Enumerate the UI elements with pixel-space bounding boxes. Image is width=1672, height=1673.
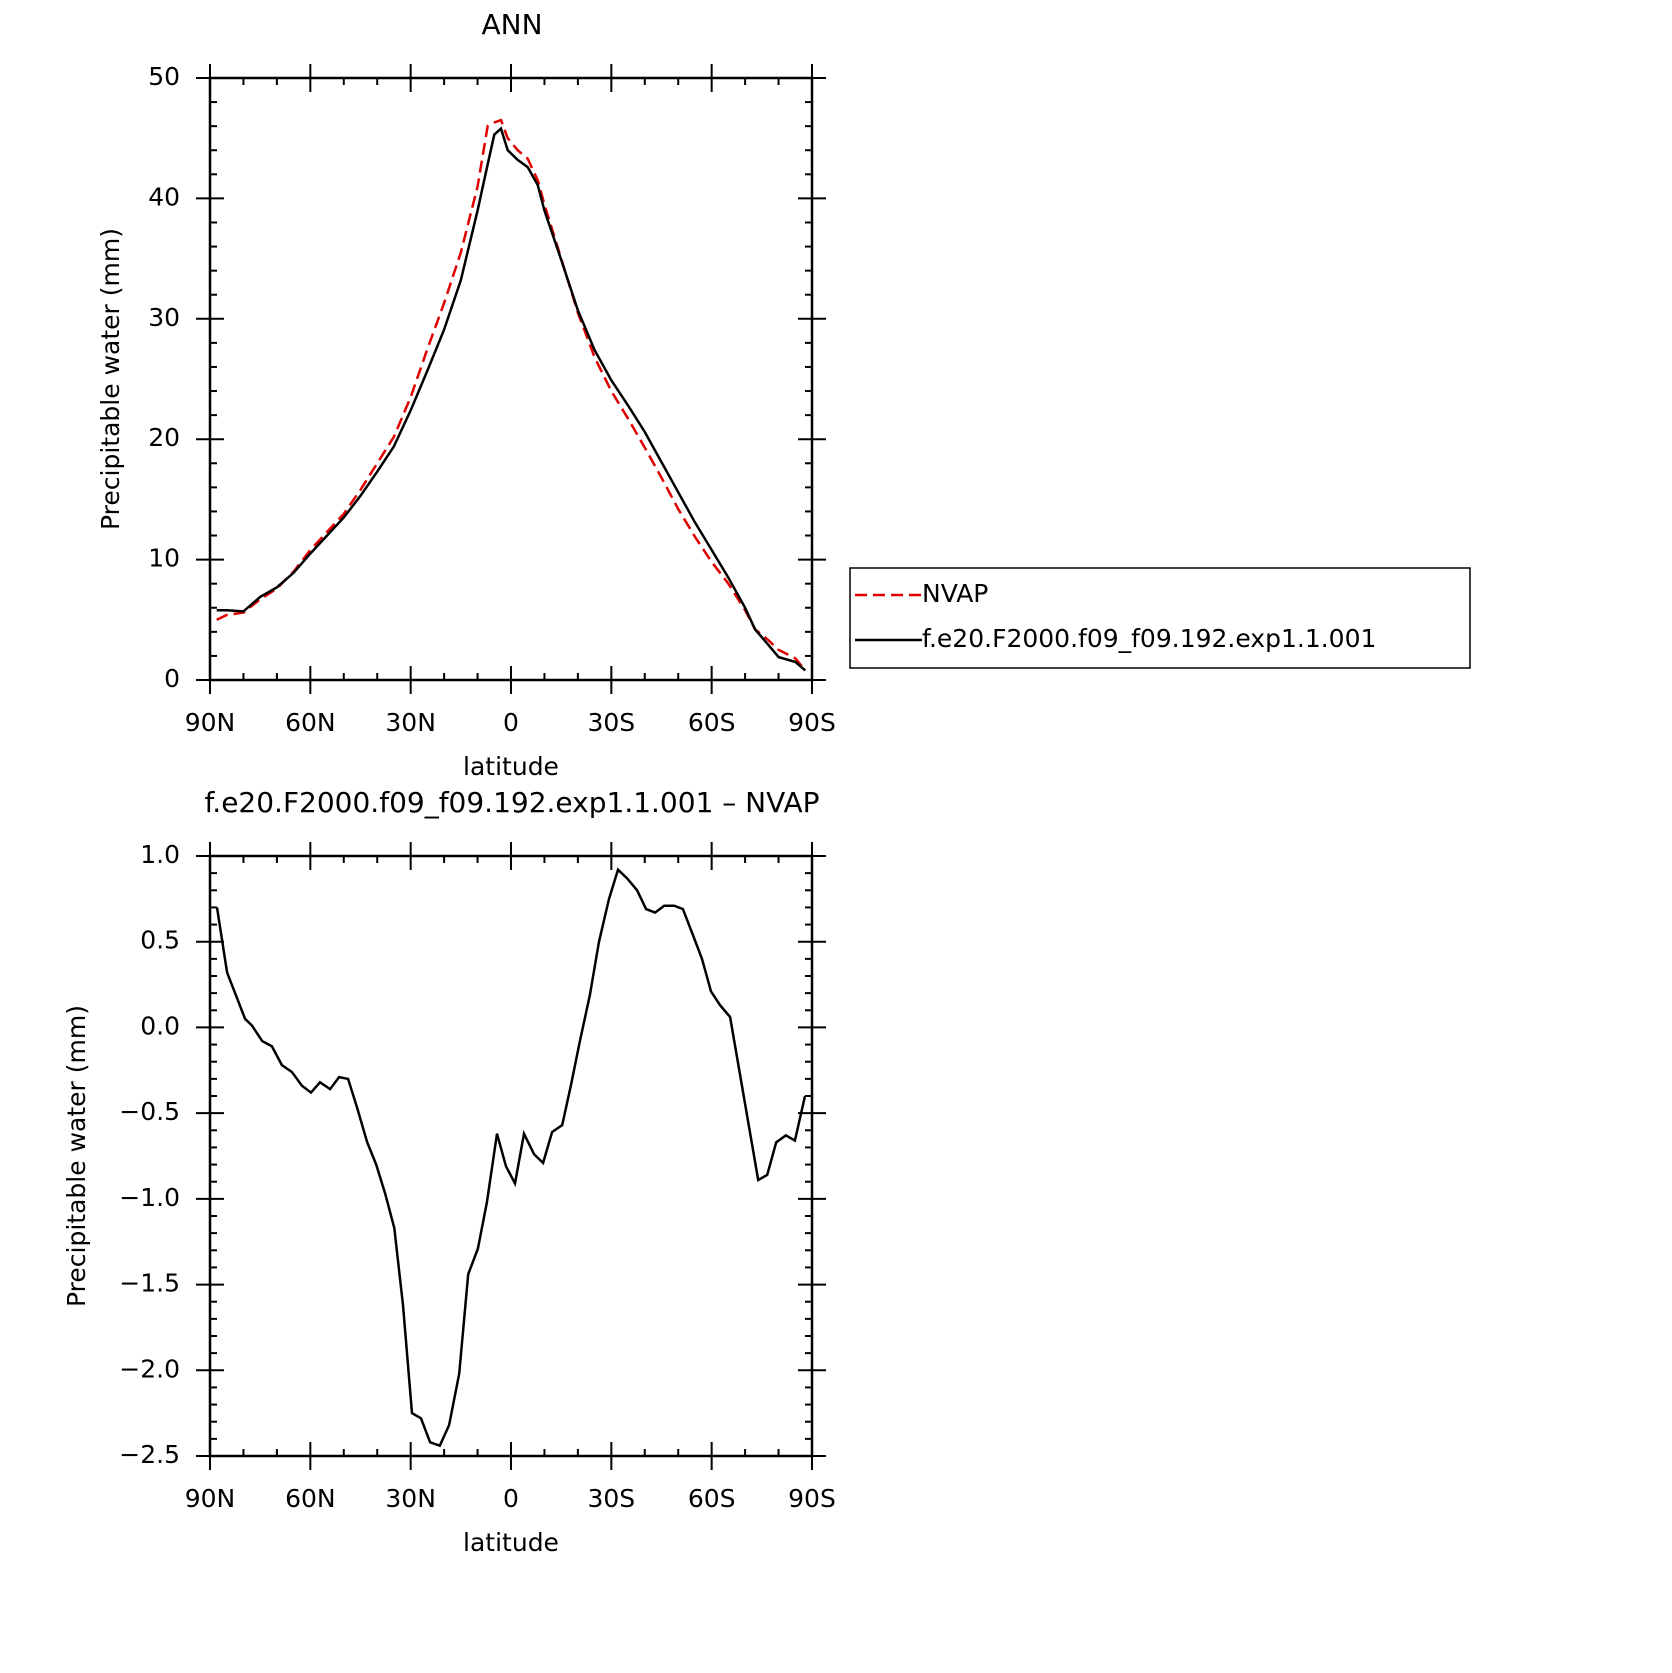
- y-tick-label: 10: [148, 544, 180, 573]
- x-tick-label: 90S: [788, 708, 836, 737]
- data-line: [215, 867, 807, 1448]
- legend-label: f.e20.F2000.f09_f09.192.exp1.1.001: [922, 624, 1376, 653]
- x-tick-label: 60S: [688, 708, 736, 737]
- y-tick-label: −2.5: [119, 1440, 180, 1469]
- y-tick-label: −1.0: [119, 1183, 180, 1212]
- x-tick-label: 30S: [587, 708, 635, 737]
- x-tick-label: 90S: [788, 1484, 836, 1513]
- legend-label: NVAP: [922, 579, 988, 608]
- y-tick-label: 40: [148, 182, 180, 211]
- x-tick-label: 30S: [587, 1484, 635, 1513]
- x-tick-label: 90N: [185, 1484, 236, 1513]
- y-tick-label: 0: [164, 664, 180, 693]
- y-tick-label: −2.0: [119, 1354, 180, 1383]
- legend-box: [849, 567, 1471, 669]
- y-tick-label: 50: [148, 62, 180, 91]
- data-line: [216, 118, 807, 672]
- x-tick-label: 60N: [285, 1484, 336, 1513]
- y-tick-label: 20: [148, 423, 180, 452]
- x-tick-label: 30N: [385, 708, 436, 737]
- plot-frame: [208, 854, 814, 1458]
- plot-frame: [208, 76, 814, 682]
- x-tick-label: 0: [503, 708, 519, 737]
- y-tick-label: 0.5: [140, 926, 180, 955]
- y-tick-label: 1.0: [140, 840, 180, 869]
- y-axis-label: Precipitable water (mm): [96, 228, 125, 530]
- y-tick-label: −1.5: [119, 1269, 180, 1298]
- x-tick-label: 90N: [185, 708, 236, 737]
- y-axis-label: Precipitable water (mm): [62, 1005, 91, 1307]
- chart-title: f.e20.F2000.f09_f09.192.exp1.1.001 – NVA…: [204, 786, 819, 819]
- x-axis-label: latitude: [463, 752, 559, 781]
- x-tick-label: 30N: [385, 1484, 436, 1513]
- y-tick-label: 0.0: [140, 1011, 180, 1040]
- x-tick-label: 0: [503, 1484, 519, 1513]
- data-line: [216, 126, 807, 672]
- y-tick-label: −0.5: [119, 1097, 180, 1126]
- x-tick-label: 60N: [285, 708, 336, 737]
- y-tick-label: 30: [148, 303, 180, 332]
- x-tick-label: 60S: [688, 1484, 736, 1513]
- chart-title: ANN: [481, 8, 542, 41]
- x-axis-label: latitude: [463, 1528, 559, 1557]
